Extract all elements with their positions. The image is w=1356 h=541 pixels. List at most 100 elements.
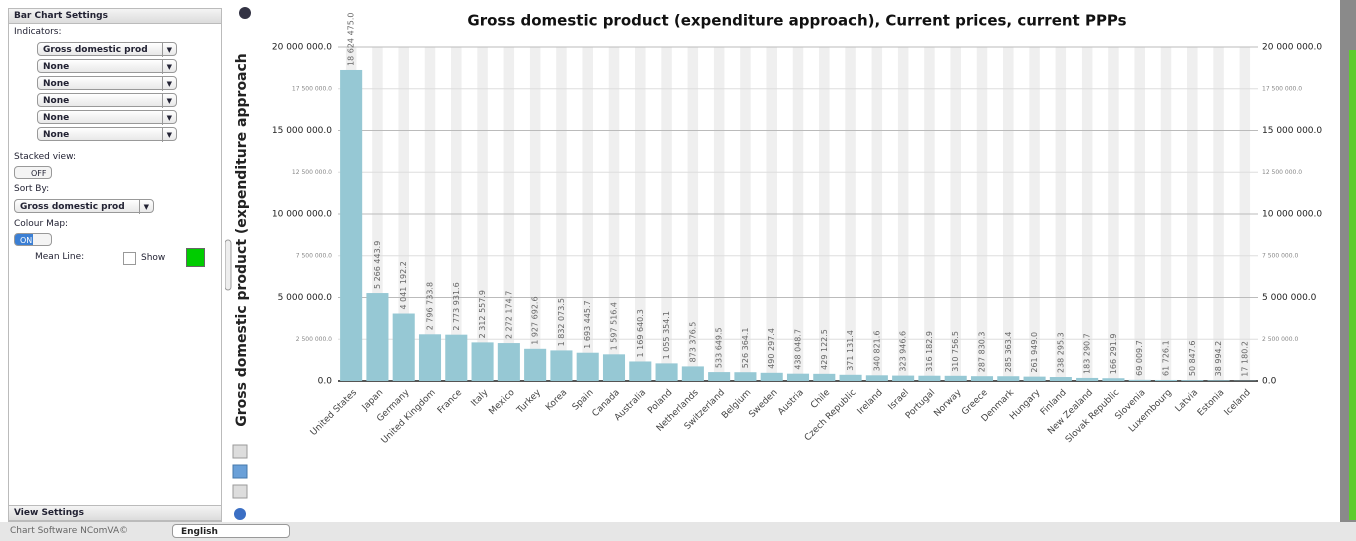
info-icon[interactable] <box>239 7 251 19</box>
sort-label: Sort By: <box>14 184 50 194</box>
bar <box>1154 379 1178 381</box>
scroll-thumb[interactable] <box>1349 50 1356 520</box>
bar <box>944 375 967 381</box>
bar <box>366 293 389 381</box>
value-label: 61 726.1 <box>1162 340 1171 376</box>
language-dropdown[interactable]: English <box>172 524 290 538</box>
colour-map-label: Colour Map: <box>14 219 69 229</box>
bar <box>918 375 941 381</box>
value-label: 490 297.4 <box>767 328 776 369</box>
x-tick-label: Iceland <box>1223 388 1253 418</box>
value-label: 50 847.6 <box>1188 341 1197 377</box>
value-label: 2 773 931.6 <box>452 282 461 330</box>
value-label: 2 272 174.7 <box>504 291 513 339</box>
bar <box>655 363 678 381</box>
bar <box>892 375 915 381</box>
value-label: 438 048.7 <box>794 329 803 370</box>
y2-tick-label: 20 000 000.0 <box>1262 43 1322 53</box>
x-tick-label: Norway <box>932 387 964 419</box>
value-label: 429 122.5 <box>820 329 829 370</box>
indicator-dropdown[interactable]: None <box>37 127 177 142</box>
value-label: 1 169 640.3 <box>636 309 645 357</box>
colour-swatch[interactable] <box>186 248 205 267</box>
x-tick-label: Sweden <box>747 388 779 420</box>
indicator-dropdown[interactable]: None <box>37 76 177 91</box>
stacked-toggle[interactable]: OFF <box>14 166 52 179</box>
value-label: 371 131.4 <box>846 330 855 371</box>
y2-tick-label: 2 500 000.0 <box>1262 336 1298 343</box>
value-label: 166 291.9 <box>1109 334 1118 375</box>
indicator-dropdown[interactable]: None <box>37 59 177 74</box>
bar <box>997 376 1020 381</box>
y2-tick-label: 7 500 000.0 <box>1262 252 1298 259</box>
x-tick-label: Italy <box>470 387 491 408</box>
y2-tick-label: 0.0 <box>1262 377 1277 387</box>
scrollbar[interactable] <box>1340 0 1356 522</box>
sort-dropdown[interactable]: Gross domestic prod <box>14 199 154 214</box>
crop-icon[interactable] <box>232 464 248 479</box>
bar <box>760 372 783 381</box>
value-label: 1 597 516.4 <box>610 302 619 350</box>
bar <box>550 350 573 381</box>
value-label: 1 927 692.6 <box>531 296 540 344</box>
x-tick-label: Chile <box>809 387 832 410</box>
value-label: 1 832 073.5 <box>557 298 566 346</box>
bar <box>1181 380 1204 381</box>
y-axis-label: Gross domestic product (expenditure appr… <box>234 53 250 427</box>
y-tick-label: 7 500 000.0 <box>296 252 332 259</box>
value-label: 533 649.5 <box>715 327 724 368</box>
value-label: 38 994.2 <box>1214 341 1223 377</box>
chart: Gross domestic product (expenditure appr… <box>225 7 1322 520</box>
bar <box>576 352 599 381</box>
bar <box>471 342 494 381</box>
y2-tick-label: 12 500 000.0 <box>1262 169 1302 176</box>
indicator-dropdown[interactable]: None <box>37 110 177 125</box>
panel-collapse[interactable] <box>225 239 232 291</box>
settings-panel: Bar Chart Settings Indicators: Gross dom… <box>8 8 222 522</box>
y-tick-label: 20 000 000.0 <box>272 43 332 53</box>
x-tick-label: Belgium <box>720 388 753 421</box>
x-tick-label: Spain <box>571 388 596 413</box>
bar <box>786 373 810 381</box>
x-tick-label: Israel <box>887 388 911 412</box>
value-label: 340 821.6 <box>872 331 881 372</box>
value-label: 5 266 443.9 <box>373 241 382 289</box>
x-tick-label: Estonia <box>1196 388 1227 419</box>
value-label: 1 693 445.7 <box>583 300 592 348</box>
help-icon[interactable] <box>234 508 246 520</box>
bar <box>708 372 731 381</box>
x-tick-label: Austria <box>776 388 806 418</box>
value-label: 18 624 475.0 <box>347 13 356 66</box>
show-checkbox[interactable] <box>123 252 136 265</box>
bar <box>392 313 415 381</box>
value-label: 2 796 733.8 <box>426 282 435 330</box>
zoom-icon[interactable] <box>232 444 248 459</box>
footer: Chart Software NComVA© English <box>0 522 1356 541</box>
value-label: 2 312 557.9 <box>478 290 487 338</box>
view-settings-title[interactable]: View Settings <box>9 505 221 521</box>
value-label: 238 295.3 <box>1056 332 1065 373</box>
y-tick-label: 5 000 000.0 <box>278 293 333 303</box>
indicator-dropdown[interactable]: Gross domestic prod <box>37 42 177 57</box>
value-label: 69 009.7 <box>1135 340 1144 376</box>
software-credit: Chart Software NComVA© <box>10 526 129 536</box>
bar <box>1049 377 1072 381</box>
y2-tick-label: 15 000 000.0 <box>1262 126 1322 136</box>
indicator-dropdown[interactable]: None <box>37 93 177 108</box>
bar <box>1076 377 1099 381</box>
bar <box>602 354 626 381</box>
bar <box>524 348 547 381</box>
bar <box>1128 379 1151 381</box>
chart-title: Gross domestic product (expenditure appr… <box>467 12 1126 30</box>
x-tick-label: Turkey <box>515 387 544 416</box>
x-tick-label: Ireland <box>856 388 885 417</box>
value-label: 287 830.3 <box>978 331 987 372</box>
value-label: 316 182.9 <box>925 331 934 372</box>
value-label: 285 363.4 <box>1004 332 1013 373</box>
value-label: 873 376.5 <box>688 322 697 363</box>
y-tick-label: 12 500 000.0 <box>292 169 332 176</box>
print-icon[interactable] <box>232 484 248 499</box>
bar <box>445 334 468 381</box>
colour-map-toggle[interactable]: ON <box>14 233 52 246</box>
